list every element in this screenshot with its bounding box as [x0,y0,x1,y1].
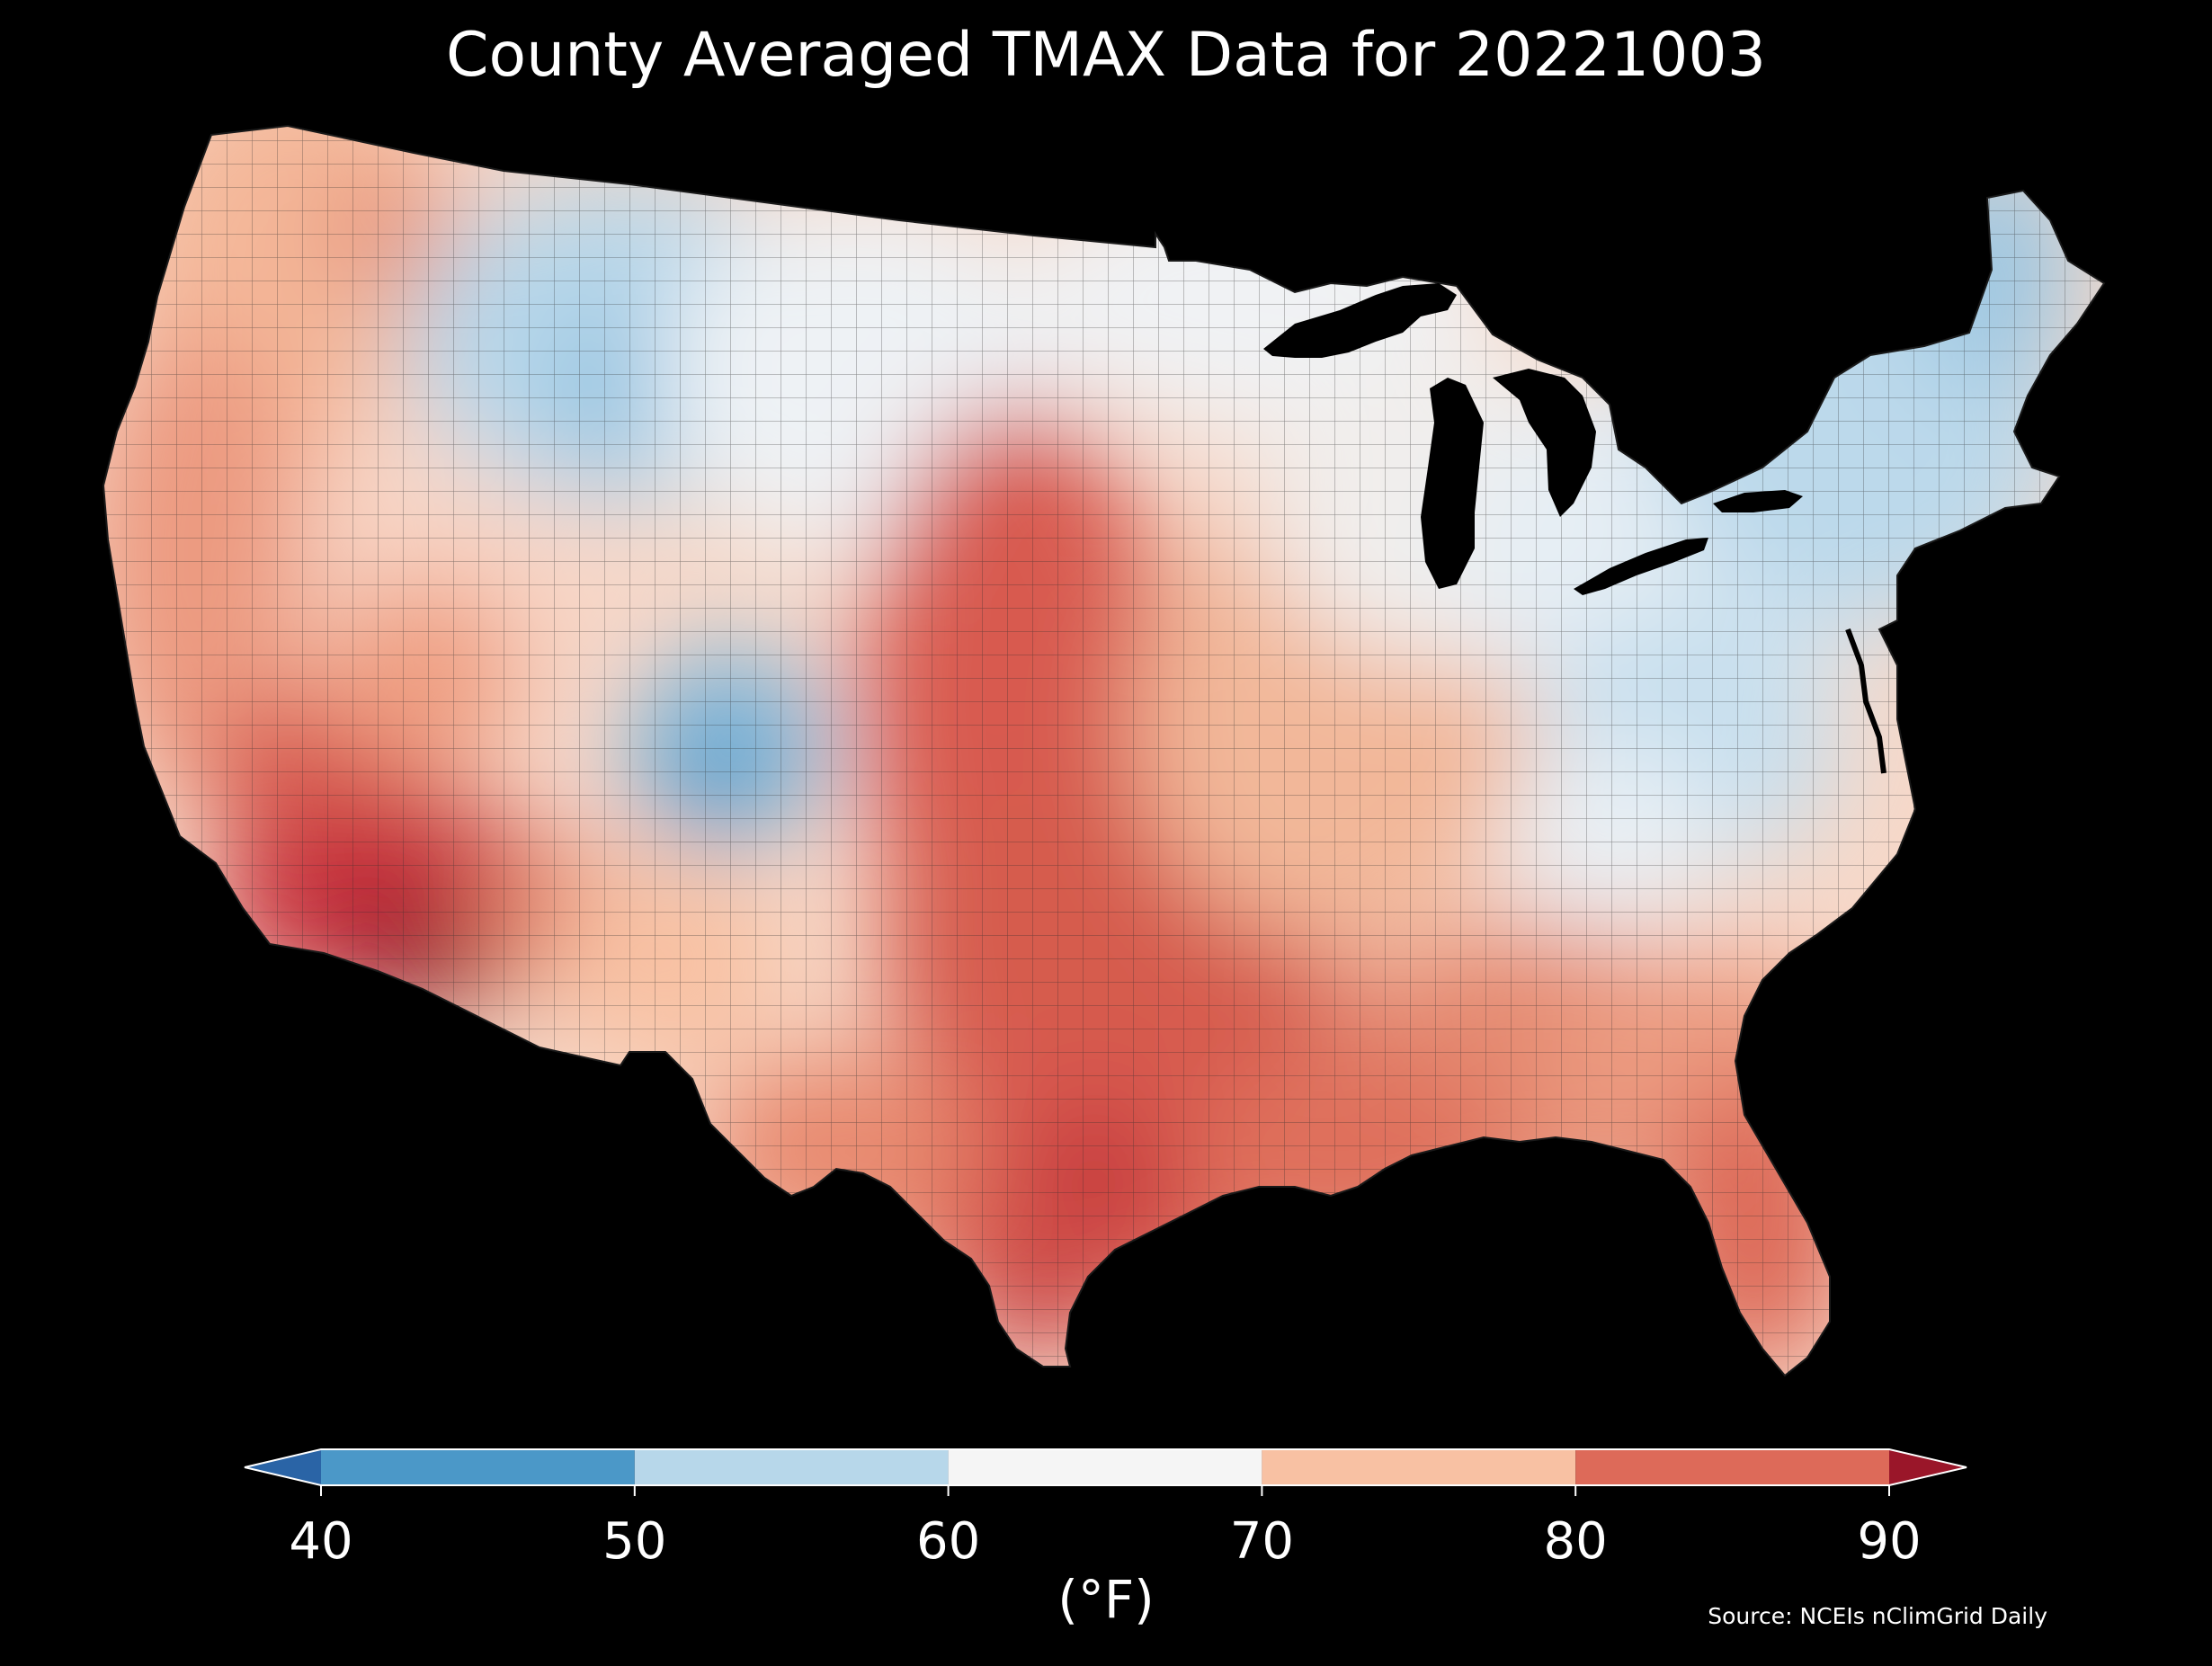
colorbar-unit-label: (°F) [1057,1569,1155,1630]
colorbar-under-arrow [245,1449,321,1485]
colorbar-bin [1262,1449,1576,1485]
chesapeake-bay [1845,628,1886,774]
colorbar-over-arrow [1889,1449,1967,1485]
colorbar-tick-label: 70 [1229,1512,1295,1571]
colorbar-bin [948,1449,1262,1485]
lake-superior [1263,283,1457,358]
colorbar-tick-label: 60 [915,1512,981,1571]
us-outline [102,124,2106,1377]
lake-erie [1574,538,1708,595]
lake-huron [1493,369,1596,517]
great-lakes [1263,283,1803,595]
colorbar-tick-label: 40 [289,1512,353,1571]
map-title: County Averaged TMAX Data for 20221003 [446,20,1766,91]
colorbar-bin [634,1449,949,1485]
colorbar-tick-label: 80 [1543,1512,1608,1571]
source-note: Source: NCEIs nClimGrid Daily [1708,1603,2047,1629]
colorbar [244,1448,1967,1496]
colorbar-tick-label: 50 [602,1512,667,1571]
colorbar-tick-label: 90 [1857,1512,1922,1571]
lake-ontario [1713,490,1803,512]
colorbar-bin [321,1449,635,1485]
colorbar-bin [1575,1449,1889,1485]
lake-michigan [1421,378,1484,589]
